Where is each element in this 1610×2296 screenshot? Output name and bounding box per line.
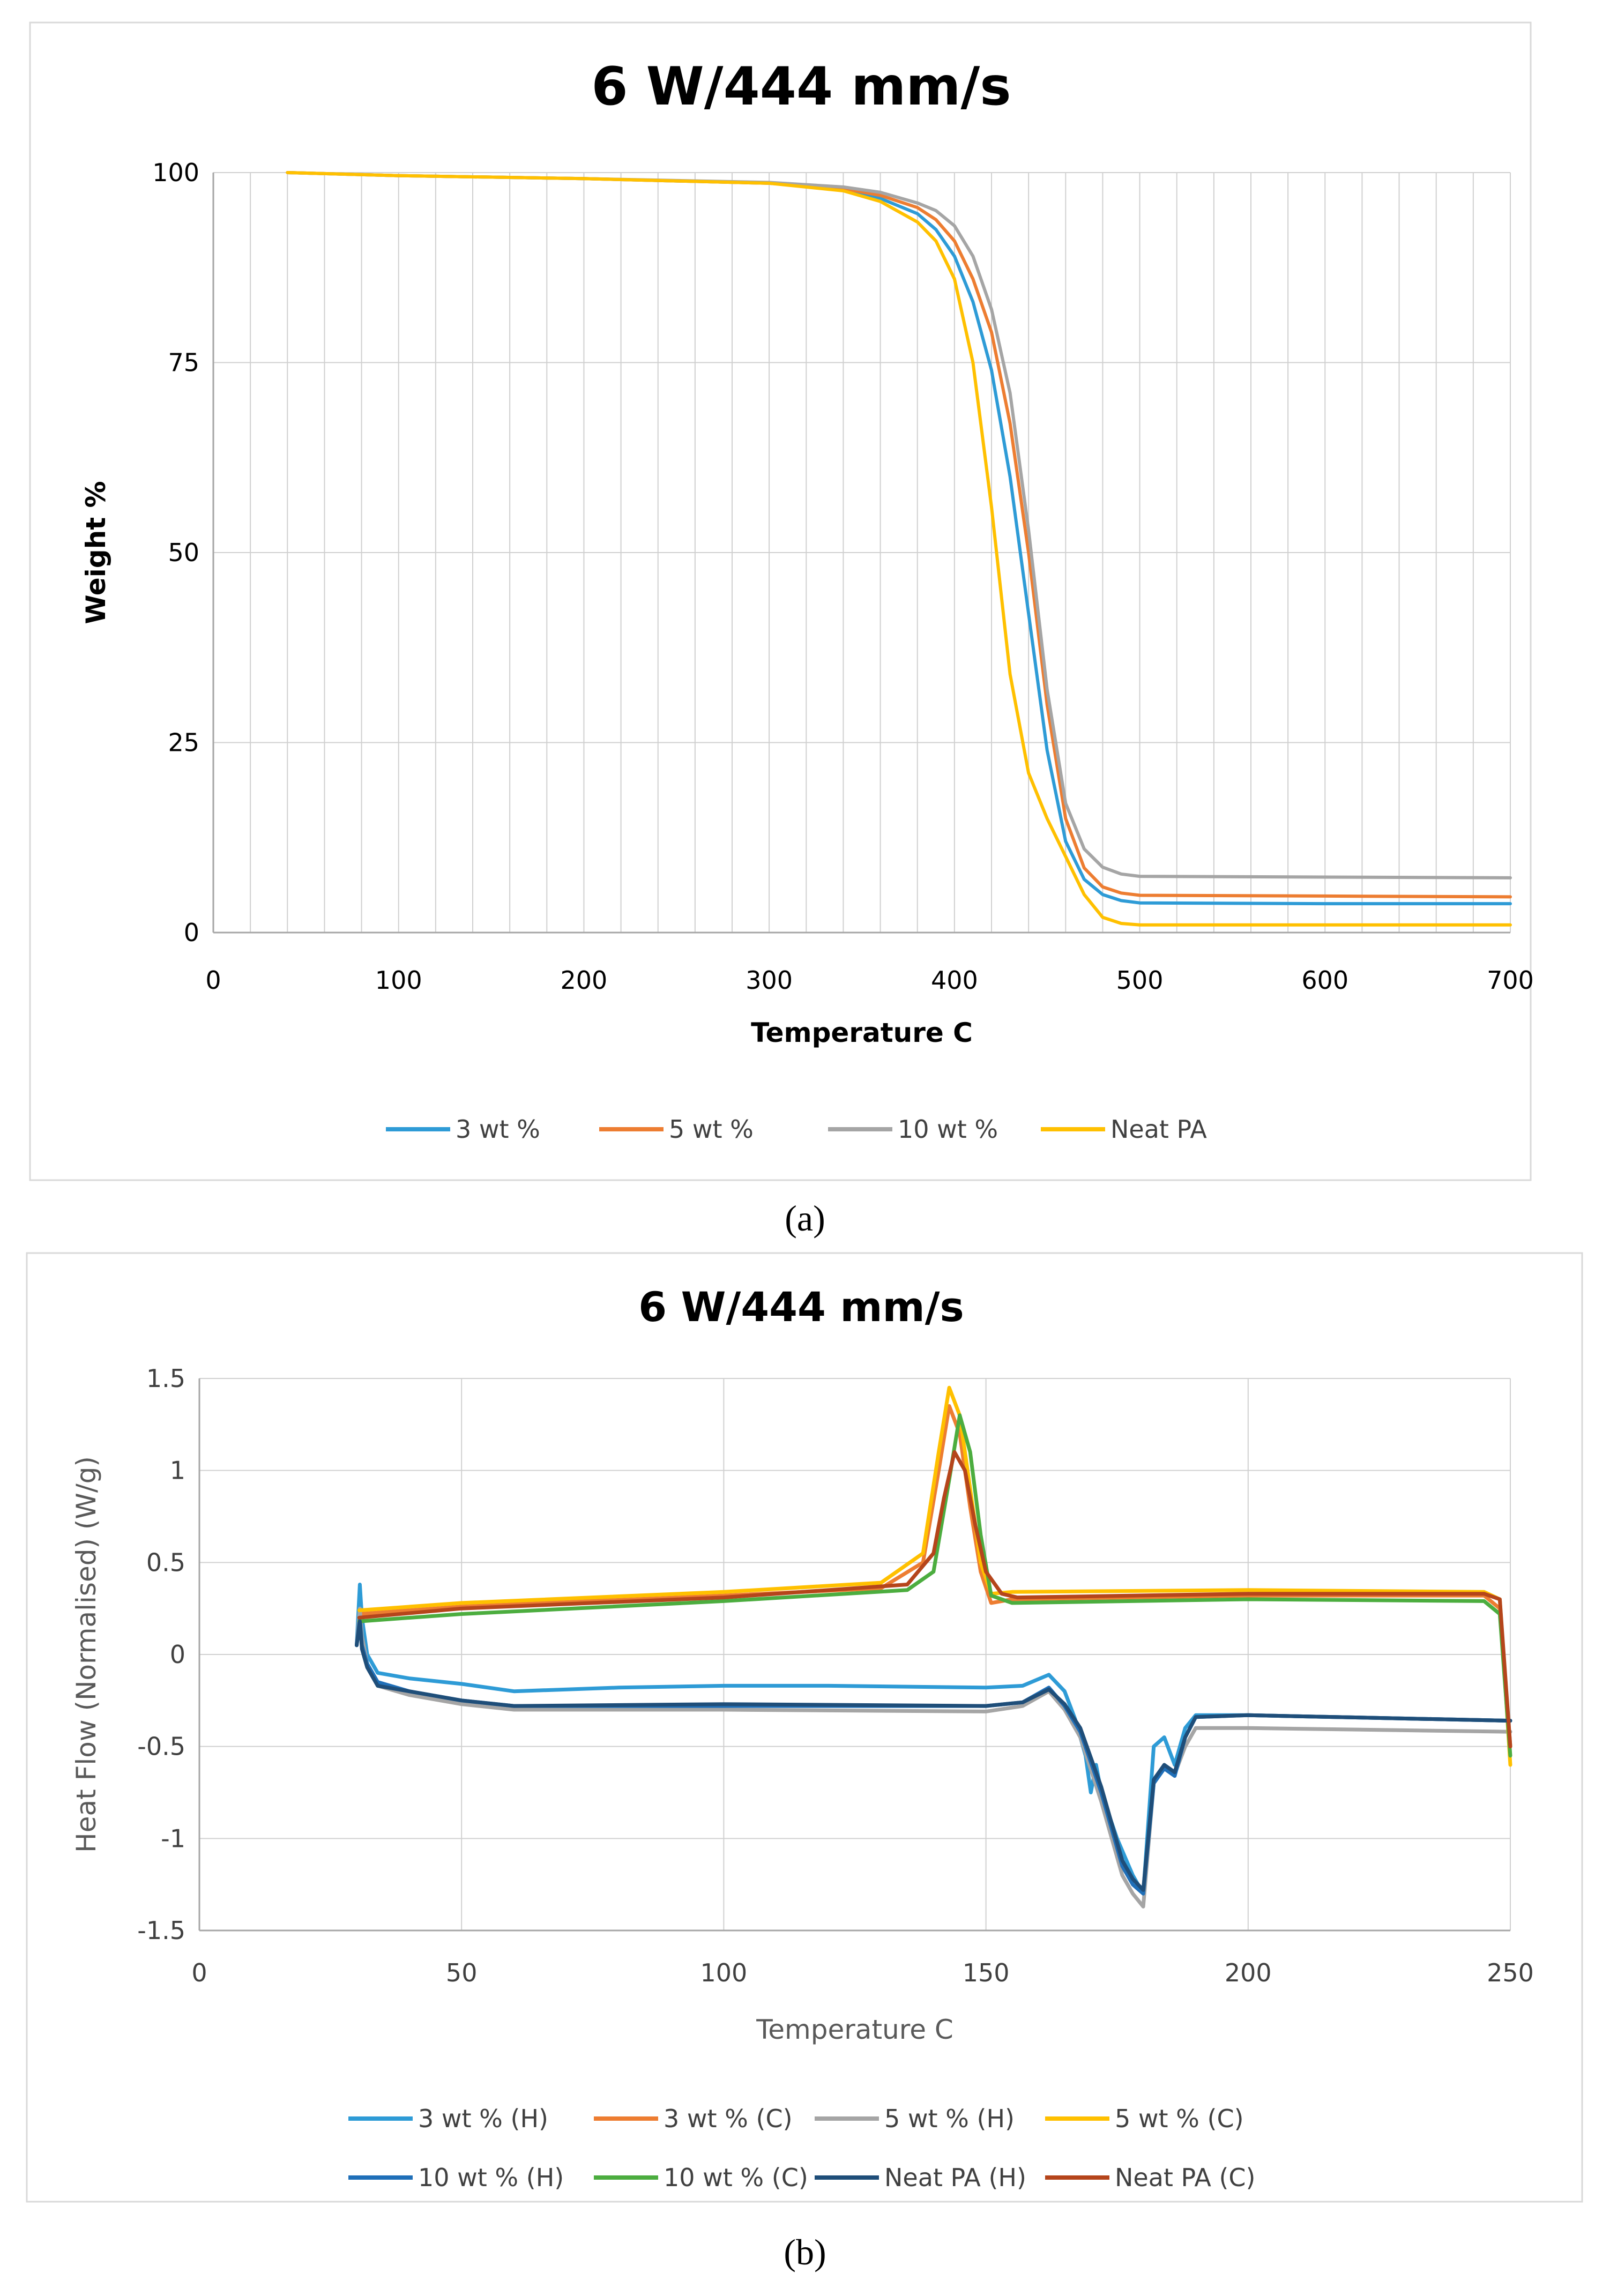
- x-tick-label: 500: [1116, 966, 1164, 995]
- series-line-4: [357, 1385, 1512, 1767]
- legend-label: 3 wt % (C): [664, 2104, 793, 2133]
- legend-label: 3 wt % (H): [418, 2104, 548, 2133]
- y-tick-label: 25: [168, 728, 199, 757]
- x-tick-label: 50: [446, 1958, 478, 1987]
- chart-frame: [29, 21, 1532, 1181]
- series-line-6: [357, 1413, 1512, 1758]
- chart-frame: [26, 1252, 1583, 2203]
- legend-label: 5 wt %: [669, 1115, 754, 1144]
- x-tick-label: 400: [931, 966, 978, 995]
- x-tick-label: 300: [746, 966, 793, 995]
- series-line-7: [355, 1619, 1512, 1892]
- y-tick-label: 1.5: [146, 1364, 185, 1393]
- x-tick-label: 700: [1487, 966, 1534, 995]
- figure-caption: (b): [784, 2232, 826, 2272]
- legend-label: Neat PA (C): [1115, 2163, 1255, 2192]
- y-tick-label: 75: [168, 348, 199, 377]
- y-tick-label: -0.5: [137, 1732, 185, 1761]
- y-tick-label: 50: [168, 538, 199, 567]
- y-tick-label: -1: [161, 1824, 185, 1853]
- y-axis-title: Heat Flow (Normalised) (W/g): [71, 1456, 102, 1853]
- x-tick-label: 200: [561, 966, 608, 995]
- legend-label: 3 wt %: [456, 1115, 540, 1144]
- y-tick-label: 0: [184, 918, 199, 947]
- figure-caption: (a): [785, 1198, 825, 1239]
- x-tick-label: 100: [375, 966, 422, 995]
- legend-label: 10 wt %: [898, 1115, 998, 1144]
- x-axis-title: Temperature C: [756, 2014, 953, 2045]
- y-tick-label: 0.5: [146, 1548, 185, 1577]
- legend-label: 10 wt % (C): [664, 2163, 808, 2192]
- chart-title: 6 W/444 mm/s: [591, 56, 1011, 117]
- legend-label: 5 wt % (H): [884, 2104, 1015, 2133]
- y-tick-label: -1.5: [137, 1916, 185, 1945]
- legend-label: 5 wt % (C): [1115, 2104, 1244, 2133]
- y-tick-label: 100: [152, 158, 199, 187]
- legend-label: Neat PA: [1110, 1115, 1207, 1144]
- series-line-1: [355, 1583, 1512, 1896]
- y-tick-label: 0: [170, 1640, 185, 1669]
- x-tick-label: 0: [191, 1958, 207, 1987]
- x-tick-label: 100: [700, 1958, 747, 1987]
- x-tick-label: 0: [205, 966, 221, 995]
- y-tick-label: 1: [170, 1456, 185, 1485]
- chart-b: 0 50 100 150 200 250 -1.5 -1 -0.5 0 0.5 1 1.5 6 W/444…: [26, 1252, 1583, 2272]
- y-axis-title: Weight %: [80, 481, 111, 624]
- legend-label: 10 wt % (H): [418, 2163, 564, 2192]
- series-line-3: [286, 171, 1512, 879]
- x-axis-title: Temperature C: [751, 1017, 973, 1048]
- series-line-4: [286, 171, 1512, 927]
- x-tick-label: 250: [1487, 1958, 1534, 1987]
- chart-a: 0 100 200 300 400 500 600 700 0 25 50 75 100 6 W/444 …: [29, 21, 1534, 1239]
- chart-title: 6 W/444 mm/s: [638, 1283, 964, 1331]
- legend-label: Neat PA (H): [884, 2163, 1026, 2192]
- x-tick-label: 150: [963, 1958, 1010, 1987]
- x-tick-label: 600: [1301, 966, 1348, 995]
- x-tick-label: 200: [1225, 1958, 1272, 1987]
- series-line-8: [357, 1450, 1512, 1749]
